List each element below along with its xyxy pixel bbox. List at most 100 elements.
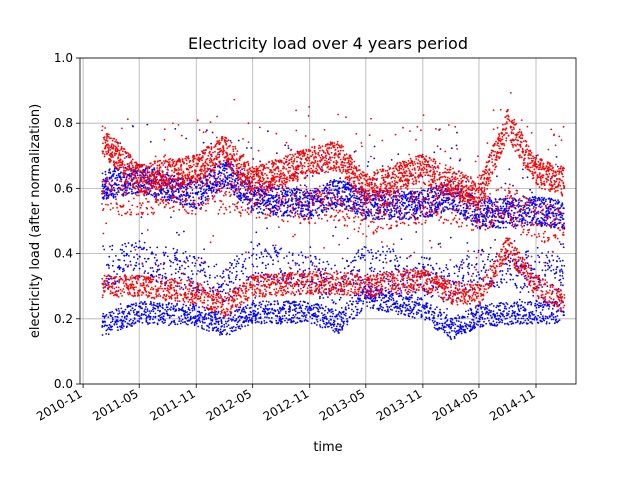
data-point [123,313,125,315]
data-point [191,270,193,272]
data-point [108,282,110,284]
data-point [115,255,117,257]
data-point [427,303,429,305]
data-point [406,257,408,259]
data-point [284,320,286,322]
data-point [385,278,387,280]
data-point [428,203,430,205]
data-point [300,197,302,199]
data-point [421,256,423,258]
data-point [466,258,468,260]
data-point [264,250,266,252]
data-point [269,308,271,310]
data-point [367,274,369,276]
data-point [250,241,252,243]
data-point [478,274,480,276]
data-point [201,262,203,264]
data-point [185,321,187,323]
data-point [219,154,221,156]
data-point [178,190,180,192]
data-point [238,140,240,142]
data-point [343,323,345,325]
data-point [478,216,480,218]
data-point [216,321,218,323]
data-point [379,307,381,309]
data-point [442,329,444,331]
data-point [232,331,234,333]
data-point [276,188,278,190]
data-point [202,201,204,203]
data-point [118,310,120,312]
data-point [106,314,108,316]
data-point [176,258,178,260]
data-point [169,317,171,319]
data-point [218,311,220,313]
data-point [450,327,452,329]
data-point [319,297,321,299]
data-point [343,184,345,186]
data-point [417,191,419,193]
data-point [346,196,348,198]
data-point [465,181,467,183]
data-point [477,324,479,326]
data-point [204,281,206,283]
data-point [246,196,248,198]
data-point [360,257,362,259]
data-point [400,304,402,306]
data-point [304,269,306,271]
data-point [103,198,105,200]
data-point [214,277,216,279]
data-point [124,243,126,245]
data-point [430,265,432,267]
data-point [468,212,470,214]
data-point [181,273,183,275]
data-point [326,323,328,325]
data-point [171,191,173,193]
data-point [350,262,352,264]
data-point [474,327,476,329]
data-point [362,300,364,302]
data-point [163,315,165,317]
data-point [370,307,372,309]
data-point [351,297,353,299]
data-point [217,328,219,330]
data-point [335,330,337,332]
data-point [445,326,447,328]
data-point [329,187,331,189]
data-point [218,321,220,323]
data-point [367,165,369,167]
data-point [133,247,135,249]
data-point [121,316,123,318]
data-point [233,316,235,318]
data-point [126,189,128,191]
data-point [415,305,417,307]
data-point [179,318,181,320]
data-point [334,185,336,187]
data-point [264,316,266,318]
data-point [157,270,159,272]
data-point [428,317,430,319]
data-point [445,201,447,203]
data-point [114,190,116,192]
data-point [310,190,312,192]
data-point [366,301,368,303]
data-point [221,333,223,335]
data-point [341,316,343,318]
data-point [126,254,128,256]
data-point [215,315,217,317]
data-point [330,311,332,313]
data-point [399,308,401,310]
data-point [430,304,432,306]
data-point [218,330,220,332]
data-point [349,194,351,196]
data-point [256,258,258,260]
data-point [238,258,240,260]
data-point [357,251,359,253]
data-point [143,313,145,315]
data-point [436,306,438,308]
data-point [404,215,406,217]
data-point [247,304,249,306]
data-point [162,305,164,307]
data-point [438,243,440,245]
data-point [292,254,294,256]
